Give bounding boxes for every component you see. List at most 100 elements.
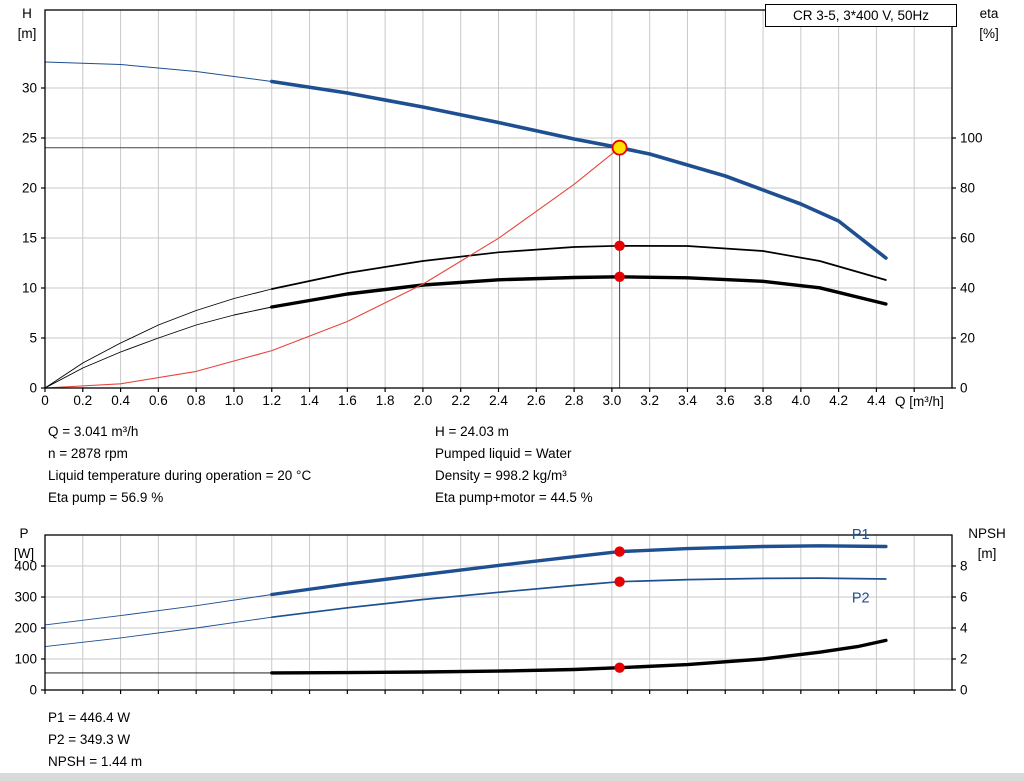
axis-title-line: eta (979, 6, 999, 21)
gridlines (45, 10, 952, 388)
chart-text: 200 (14, 621, 37, 636)
chart-text: 15 (22, 231, 37, 246)
left-axis-title-bottom: P [W] (2, 524, 46, 564)
chart-text: 0 (41, 393, 49, 408)
chart-text: 60 (960, 231, 975, 246)
readout-line-p2: P2 = 349.3 W (48, 732, 131, 747)
axis-ticks: 0 100 200 300 400 0 2 4 6 8 (14, 559, 968, 698)
operating-point-dot (614, 546, 625, 557)
chart-text: 1.6 (338, 393, 357, 408)
head-capacity-chart: 0 0.2 0.4 0.6 0.8 1.0 1.2 1.4 1.6 1.8 2.0 2.2 2.4 2.6… (22, 9, 983, 409)
left-axis-title-top: H [m] (6, 4, 48, 44)
axis-title-line: H (22, 6, 32, 21)
chart-text: 5 (29, 331, 37, 346)
chart-text: 6 (960, 590, 968, 605)
operating-point-dot (614, 662, 625, 673)
curve-head-lead (44, 61, 273, 82)
chart-text: 1.8 (376, 393, 395, 408)
chart-text: 100 (960, 131, 983, 146)
chart-text: 1.0 (225, 393, 244, 408)
chart-text: 2.6 (527, 393, 546, 408)
chart-text: 0.8 (187, 393, 206, 408)
chart-text: 3.2 (640, 393, 659, 408)
chart-text: 0 (960, 381, 968, 396)
chart-text: 400 (14, 559, 37, 574)
operating-point-dot (614, 576, 625, 587)
chart-text: 80 (960, 181, 975, 196)
chart-text: 1.2 (262, 393, 281, 408)
chart-text: 40 (960, 281, 975, 296)
chart-text: 1.4 (300, 393, 319, 408)
axis-title-line: [m] (977, 546, 997, 561)
chart-text: 2.4 (489, 393, 508, 408)
chart-text: 30 (22, 81, 37, 96)
axis-title-line: [W] (13, 546, 35, 561)
chart-text: 2.0 (414, 393, 433, 408)
chart-text: 0 (29, 381, 37, 396)
duty-point-marker (611, 139, 628, 156)
curves (44, 61, 888, 389)
markers (611, 139, 628, 282)
axis-title-line: P (19, 526, 29, 541)
curve-eta-pump-lead (44, 288, 273, 389)
readout-line-temperature: Liquid temperature during operation = 20… (48, 468, 312, 483)
chart-text: 100 (14, 652, 37, 667)
curve-head (269, 79, 888, 260)
readout-line-n: n = 2878 rpm (48, 446, 128, 461)
chart-text: P1 (852, 527, 870, 543)
axis-title-line: NPSH (968, 526, 1006, 541)
curve-labels: P1 P2 (852, 527, 870, 606)
chart-text: 4.0 (791, 393, 810, 408)
chart-text: 25 (22, 131, 37, 146)
power-npsh-chart: 0 100 200 300 400 0 2 4 6 8 P1 P2 (14, 527, 968, 698)
chart-text: 0.4 (111, 393, 130, 408)
chart-text: 4 (960, 621, 968, 636)
gridlines (45, 535, 952, 690)
chart-text: 2.2 (451, 393, 470, 408)
chart-text: 0 (960, 683, 968, 698)
x-axis-title: Q [m³/h] (895, 394, 944, 409)
readout-line-p1: P1 = 446.4 W (48, 710, 131, 725)
curve-p1 (270, 544, 888, 597)
chart-text: 8 (960, 559, 968, 574)
curve-npsh (270, 638, 888, 675)
readout-line-npsh: NPSH = 1.44 m (48, 754, 143, 769)
curves (44, 544, 888, 675)
right-axis-title-bottom: NPSH [m] (956, 524, 1018, 564)
operating-point-dot (614, 240, 625, 251)
curve-eta-pump-motor-lead (44, 306, 273, 389)
curve-eta-pump-motor (270, 275, 888, 309)
curve-eta-pump (270, 244, 887, 290)
power-readout: P1 = 446.4 W P2 = 349.3 W NPSH = 1.44 m (48, 707, 142, 773)
chart-text: 300 (14, 590, 37, 605)
chart-text: 3.4 (678, 393, 697, 408)
chart-text: 3.8 (754, 393, 773, 408)
curve-p1-lead (44, 594, 273, 626)
window-edge (0, 773, 1024, 781)
markers (614, 546, 625, 673)
axis-title-line: [%] (979, 26, 999, 41)
duty-readout-left: Q = 3.041 m³/h n = 2878 rpm Liquid tempe… (48, 421, 311, 509)
right-axis-title-top: eta [%] (960, 4, 1018, 44)
chart-text: P2 (852, 590, 870, 606)
chart-text: 3.6 (716, 393, 735, 408)
readout-line-q: Q = 3.041 m³/h (48, 424, 139, 439)
chart-text: 2 (960, 652, 968, 667)
readout-line-h: H = 24.03 m (435, 424, 509, 439)
chart-text: 20 (960, 331, 975, 346)
readout-line-eta-pump-motor: Eta pump+motor = 44.5 % (435, 490, 593, 505)
chart-text: 0.2 (73, 393, 92, 408)
pump-model-title: CR 3-5, 3*400 V, 50Hz (765, 4, 957, 27)
chart-text: 4.4 (867, 393, 886, 408)
curve-system-curve (44, 147, 621, 389)
chart-text: 2.8 (565, 393, 584, 408)
curve-p2 (270, 577, 887, 619)
chart-text: 3.0 (602, 393, 621, 408)
operating-point-dot (614, 271, 625, 282)
curve-p2-lead (44, 616, 273, 648)
axis-ticks: 0 0.2 0.4 0.6 0.8 1.0 1.2 1.4 1.6 1.8 2.0 2.2 2.4 2.6… (22, 81, 983, 409)
chart-text: 4.2 (829, 393, 848, 408)
chart-text: 20 (22, 181, 37, 196)
reference-lines (45, 147, 621, 388)
